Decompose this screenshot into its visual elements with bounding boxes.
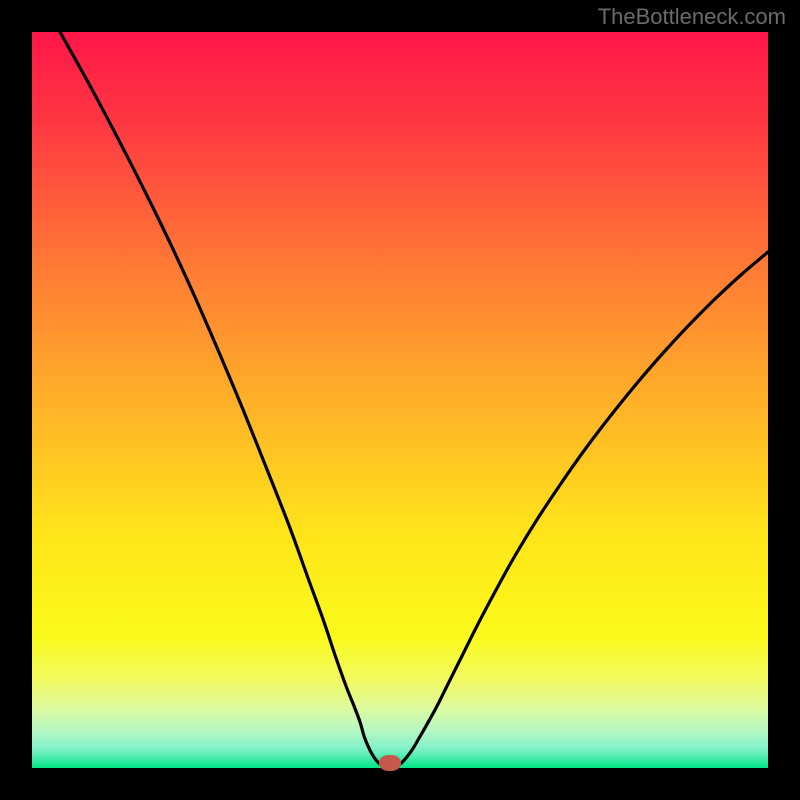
bottleneck-curve [0,0,800,800]
curve-segment [394,252,768,766]
watermark-text: TheBottleneck.com [598,4,786,30]
curve-segment [60,32,394,766]
valley-marker [379,755,401,771]
